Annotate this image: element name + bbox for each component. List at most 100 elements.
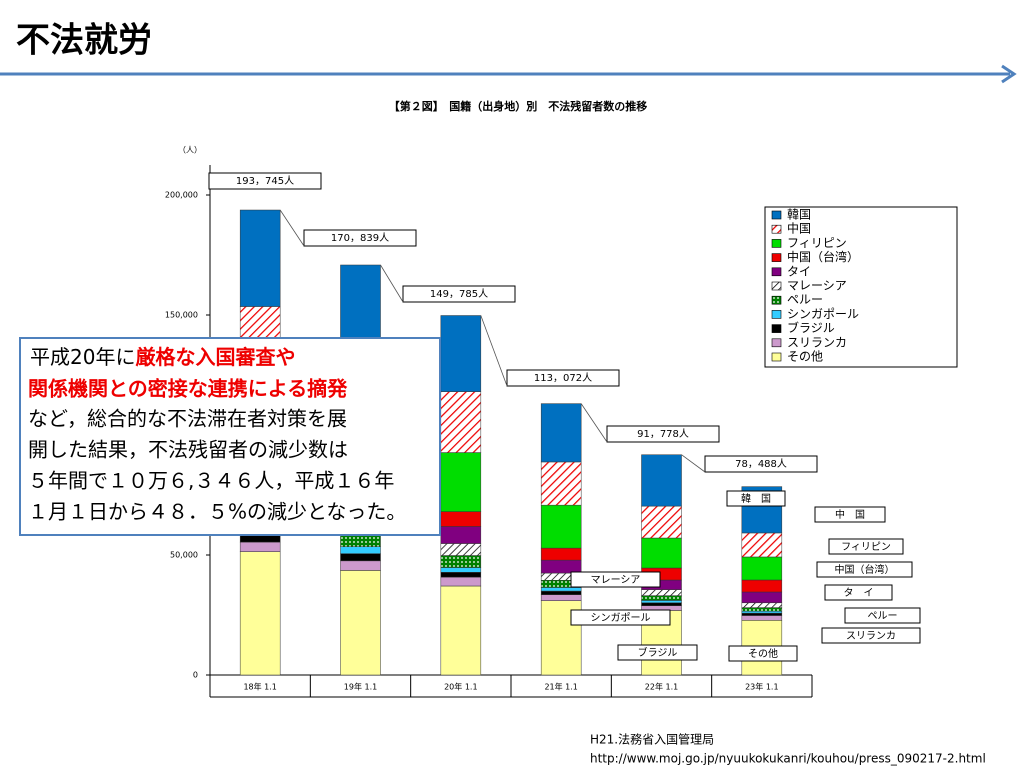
bar-segment (641, 600, 682, 604)
y-unit: （人） (178, 146, 202, 155)
segment-label: 韓 国 (741, 493, 771, 505)
segment-label-box (821, 627, 921, 644)
legend-label: 中国（台湾） (787, 249, 859, 264)
legend-label: マレーシア (787, 279, 847, 293)
segment-label: タ イ (844, 587, 874, 599)
legend-swatch (771, 210, 782, 220)
bar-segment (440, 391, 482, 453)
bar-segment (741, 615, 783, 621)
bar-segment (540, 590, 582, 595)
callout-emphasis: 関係機関との密接な連携による摘発 (28, 377, 348, 401)
callout-line: 平成20年に厳格な入国審査や (30, 345, 295, 369)
legend-label: シンガポール (787, 307, 859, 321)
segment-label: シンガポール (591, 612, 651, 624)
bar-segment (239, 541, 281, 552)
segment-label-box (726, 490, 786, 507)
bar-segment (641, 505, 682, 539)
total-box (208, 172, 322, 190)
legend-swatch (771, 281, 782, 291)
segment-label: ペルー (868, 611, 898, 622)
title-arrow (1001, 64, 1017, 84)
bar-segment (440, 576, 482, 587)
total-label: 113，072人 (534, 372, 592, 384)
bar-segment (741, 579, 783, 593)
total-label: 91，778人 (637, 428, 689, 440)
total-box (606, 425, 720, 443)
bar-segment (239, 551, 281, 676)
segment-label-box (816, 561, 913, 578)
bar-segment (340, 560, 381, 571)
total-label: 193，745人 (236, 175, 294, 187)
chart-title: 【第２図】 国籍（出身地）別 不法残留者数の推移 (389, 99, 648, 113)
connector (279, 209, 305, 247)
bar-segment (540, 504, 582, 549)
bar-segment (540, 587, 582, 592)
legend-label: 中国 (787, 221, 811, 236)
bar-segment (540, 559, 582, 574)
segment-label-box (570, 571, 661, 588)
legend-swatch (771, 295, 782, 305)
segment-label: その他 (748, 647, 778, 660)
segment-label: マレーシア (591, 575, 641, 586)
bar-segment (641, 602, 682, 606)
x-tick-label: 21年 1.1 (544, 682, 577, 692)
segment-label-box (570, 609, 671, 626)
x-tick-label: 20年 1.1 (444, 682, 477, 692)
legend-label: ブラジル (787, 320, 835, 335)
total-label: 78，488人 (735, 458, 787, 470)
callout-box (19, 337, 441, 536)
bar-segment (440, 452, 482, 512)
bar-segment (440, 572, 482, 578)
callout-line: など，総合的な不法滞在者対策を展 (28, 407, 347, 431)
bar-segment (340, 570, 381, 676)
segment-label: フィリピン (841, 541, 891, 553)
connector (681, 454, 706, 473)
legend-label: スリランカ (787, 335, 847, 349)
source: http://www.moj.go.jp/nyuukokukanri/kouho… (590, 752, 986, 766)
bar-segment (440, 526, 482, 544)
total-box (303, 229, 417, 247)
legend-swatch (771, 310, 782, 319)
bar-segment (239, 209, 281, 307)
bar-segment (440, 543, 482, 556)
legend-label: フィリピン (787, 236, 847, 250)
callout-line: １月１日から４８．５%の減少となった。 (28, 500, 406, 524)
connector (580, 403, 608, 443)
bar-segment (340, 546, 381, 554)
legend-label: タイ (787, 264, 811, 278)
legend-swatch (771, 267, 782, 277)
x-tick-label: 23年 1.1 (745, 682, 778, 692)
callout-text: 平成20年に (30, 345, 135, 369)
bar-segment (741, 532, 783, 558)
legend-swatch (771, 324, 782, 333)
y-tick-label: 50,000 (170, 551, 198, 560)
segment-label: スリランカ (846, 630, 896, 642)
bar-segment (741, 556, 783, 581)
bar-segment (741, 610, 783, 614)
bar-segment (641, 589, 682, 596)
total-box (704, 455, 818, 473)
x-tick-label: 22年 1.1 (645, 682, 678, 692)
total-box (402, 285, 516, 303)
segment-label: ブラジル (638, 646, 678, 659)
bar-segment (440, 585, 482, 676)
legend-label: 韓国 (787, 208, 811, 222)
segment-label-box (844, 607, 921, 624)
legend-label: ペルー (787, 293, 823, 307)
slide-title: 不法就労 (16, 21, 152, 61)
bar-segment (440, 567, 482, 573)
legend-swatch (771, 338, 782, 348)
source: H21.法務省入国管理局 (590, 732, 714, 747)
y-tick-label: 200,000 (165, 191, 198, 200)
segment-label-box (814, 506, 886, 523)
bar-segment (741, 607, 783, 612)
callout-emphasis: 厳格な入国審査や (135, 345, 295, 369)
bar-segment (741, 612, 783, 616)
bar-segment (641, 454, 682, 507)
bar-segment (540, 461, 582, 506)
bar-segment (340, 553, 381, 562)
legend-box (764, 206, 958, 368)
